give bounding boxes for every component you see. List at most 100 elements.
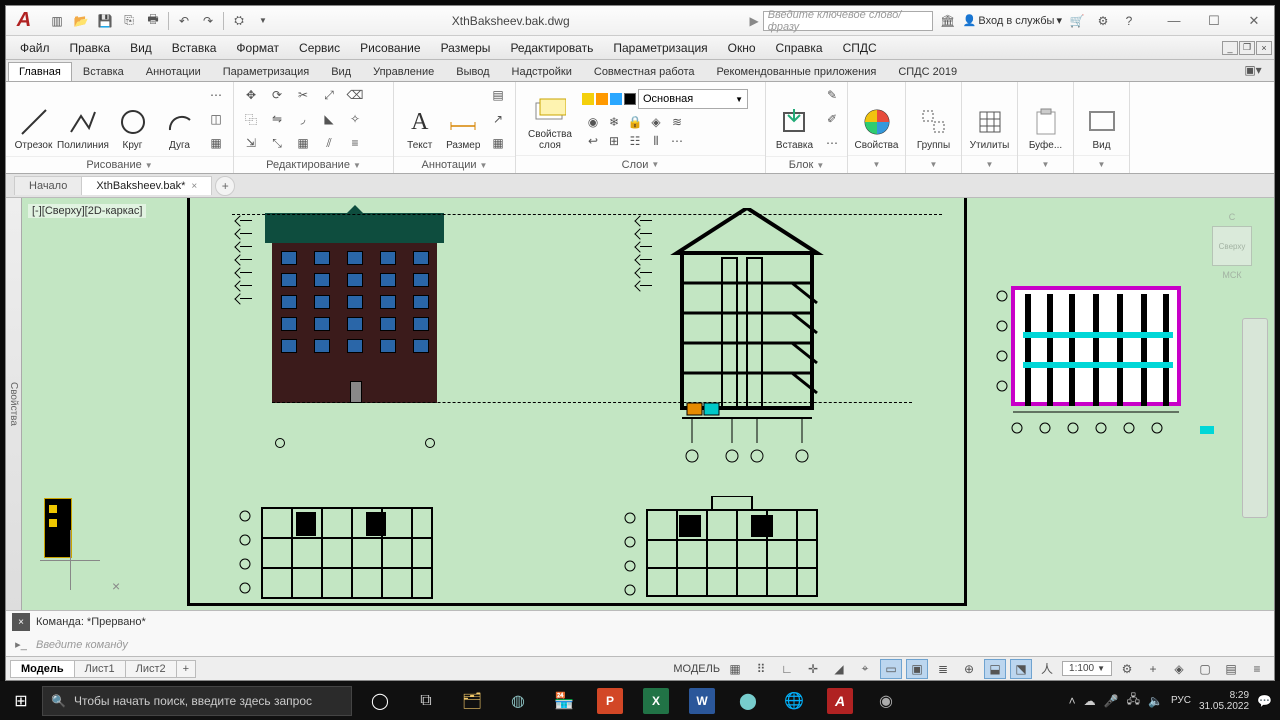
panel-util-label[interactable]: ▼ [962,155,1017,173]
menu-format[interactable]: Формат [226,38,289,58]
doc-tab-current[interactable]: XthBaksheev.bak*× [81,176,212,195]
modify-explode-icon[interactable]: ✧ [344,108,366,130]
qat-plot-icon[interactable]: 🖶 [142,10,164,32]
rtab-annotate[interactable]: Аннотации [135,62,212,81]
tray-volume-icon[interactable]: 🔈 [1148,694,1163,708]
tray-network-icon[interactable]: 🖧 [1127,690,1140,711]
mdi-close[interactable]: × [1256,41,1272,55]
mdi-minimize[interactable]: _ [1222,41,1238,55]
layout-tab-model[interactable]: Модель [10,660,75,678]
tray-language[interactable]: РУС [1171,695,1191,706]
panel-modify-label[interactable]: Редактирование▼ [234,156,393,173]
modify-rotate-icon[interactable]: ⟳ [266,84,288,106]
modify-chamfer-icon[interactable]: ◣ [318,108,340,130]
start-button[interactable]: ⊞ [0,681,42,720]
modify-scale-icon[interactable]: ⤡ [266,132,288,154]
qat-new-icon[interactable]: ▥ [46,10,68,32]
navigation-bar[interactable] [1242,318,1268,518]
tray-clock[interactable]: 8:29 31.05.2022 [1199,690,1249,712]
panel-props-label[interactable]: ▼ [848,155,905,173]
layer-properties-button[interactable]: Свойства слоя [522,87,578,151]
task-autocad-icon[interactable]: A [827,688,853,714]
status-snap-icon[interactable]: ⠿ [750,659,772,679]
tool-circle[interactable]: Круг [111,87,154,151]
utilities-button[interactable]: Утилиты [968,87,1011,151]
qat-undo-icon[interactable]: ↶ [173,10,195,32]
modify-offset-icon[interactable]: ⫽ [318,132,340,154]
modify-stretch-icon[interactable]: ⇲ [240,132,262,154]
signin-button[interactable]: 👤 Вход в службы ▾ [963,14,1062,27]
status-clean-icon[interactable]: ▤ [1220,659,1242,679]
close-button[interactable]: ✕ [1234,7,1274,35]
modify-fillet-icon[interactable]: ◞ [292,108,314,130]
status-scale[interactable]: 1:100▼ [1062,661,1112,676]
rtab-collab[interactable]: Совместная работа [583,62,706,81]
menu-help[interactable]: Справка [766,38,833,58]
modify-extend-icon[interactable]: ⤢ [318,84,340,106]
tray-mic-icon[interactable]: 🎤 [1104,694,1119,708]
task-explorer-icon[interactable]: 🗂 [450,681,494,720]
app-store-icon[interactable]: ⚙ [1092,10,1114,32]
block-create-icon[interactable]: ✎ [821,84,843,106]
modify-mirror-icon[interactable]: ⇋ [266,108,288,130]
doc-tab-add[interactable]: + [215,176,235,196]
rtab-manage[interactable]: Управление [362,62,445,81]
draw-more3-icon[interactable]: ▦ [205,132,227,154]
qat-dropdown-icon[interactable]: ▼ [252,10,274,32]
qat-redo-icon[interactable]: ↷ [197,10,219,32]
status-osnap-icon[interactable]: ⌖ [854,659,876,679]
draw-more2-icon[interactable]: ◫ [205,108,227,130]
infocenter-icon[interactable]: 🏛 [937,10,959,32]
layout-tab-1[interactable]: Лист1 [74,660,126,678]
layer-state-icon[interactable]: ⊞ [603,130,625,152]
groups-button[interactable]: Группы [912,87,955,151]
rtab-addins[interactable]: Надстройки [501,62,583,81]
status-annoscale-icon[interactable]: 人 [1036,659,1058,679]
minimize-button[interactable]: — [1154,7,1194,35]
task-store-icon[interactable]: 🏪 [542,681,586,720]
status-lwt-icon[interactable]: ▭ [880,659,902,679]
modify-erase-icon[interactable]: ⌫ [344,84,366,106]
panel-draw-label[interactable]: Рисование▼ [6,156,233,173]
task-excel-icon[interactable]: X [643,688,669,714]
menu-file[interactable]: Файл [10,38,60,58]
status-space[interactable]: МОДЕЛЬ [673,663,720,675]
layer-more-icon[interactable]: ⋯ [666,130,688,152]
task-word-icon[interactable]: W [689,688,715,714]
block-insert-button[interactable]: Вставка [772,87,817,151]
layout-tab-2[interactable]: Лист2 [125,660,177,678]
current-layer-dropdown[interactable]: Основная▼ [638,89,748,109]
rtab-insert[interactable]: Вставка [72,62,135,81]
tray-cloud-icon[interactable]: ☁ [1084,694,1096,708]
help-icon[interactable]: ? [1118,10,1140,32]
doc-tab-close-icon[interactable]: × [191,181,197,192]
clipboard-button[interactable]: Буфе... [1024,87,1067,151]
app-logo[interactable]: A [10,7,38,35]
qat-workspace-icon[interactable]: ⛭ [228,10,250,32]
status-ortho-icon[interactable]: ∟ [776,659,798,679]
modify-array-icon[interactable]: ▦ [292,132,314,154]
qat-open-icon[interactable]: 📂 [70,10,92,32]
drawing-canvas[interactable]: [-][Сверху][2D-каркас] С Сверху МСК [22,198,1274,610]
search-go-icon[interactable]: ▶ [749,14,758,28]
status-iso-icon[interactable]: ◢ [828,659,850,679]
status-cycle-icon[interactable]: ≣ [932,659,954,679]
doc-tab-start[interactable]: Начало [14,176,82,195]
menu-spds[interactable]: СПДС [833,38,887,58]
rtab-featured[interactable]: Рекомендованные приложения [706,62,888,81]
menu-view[interactable]: Вид [120,38,162,58]
status-sel-icon[interactable]: ⬔ [1010,659,1032,679]
task-obs-icon[interactable]: ◉ [864,681,908,720]
menu-modify[interactable]: Редактировать [500,38,603,58]
menu-draw[interactable]: Рисование [350,38,430,58]
layout-tab-add[interactable]: + [176,660,196,678]
tool-text[interactable]: AТекст [400,87,440,151]
tray-chevron-icon[interactable]: ˄ [1069,694,1076,708]
status-dyn-icon[interactable]: ⊕ [958,659,980,679]
status-workspace-icon[interactable]: + [1142,659,1164,679]
task-taskview-icon[interactable]: ⧉ [404,681,448,720]
modify-trim-icon[interactable]: ✂ [292,84,314,106]
menu-insert[interactable]: Вставка [162,38,227,58]
modify-move-icon[interactable]: ✥ [240,84,262,106]
block-edit-icon[interactable]: ✐ [821,108,843,130]
